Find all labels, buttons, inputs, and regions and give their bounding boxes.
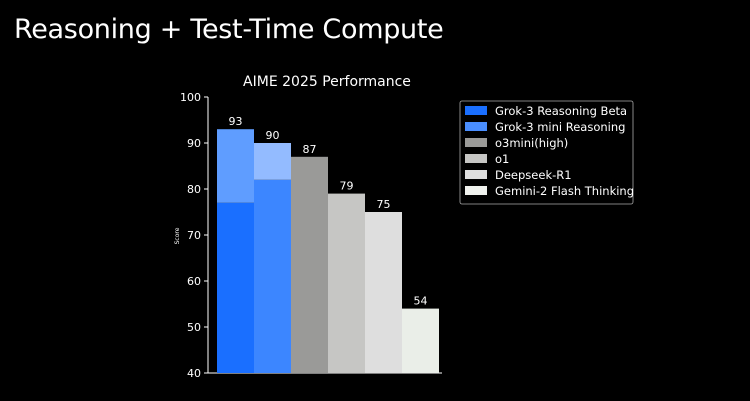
legend-swatch [465, 186, 487, 195]
y-tick-label: 70 [187, 229, 201, 242]
legend-entry-label: o3mini(high) [495, 136, 568, 150]
bar-value-label: 90 [266, 129, 280, 142]
y-tick-label: 90 [187, 137, 201, 150]
bar-segment-top [217, 129, 254, 203]
legend-entry-label: Gemini-2 Flash Thinking [495, 184, 634, 198]
legend-entry-label: Deepseek-R1 [495, 168, 572, 182]
legend-swatch [465, 122, 487, 131]
bar-segment-top [254, 143, 291, 180]
bar-value-label: 54 [414, 295, 428, 308]
bar-segment-base [217, 202, 254, 373]
bar-value-label: 93 [229, 115, 243, 128]
chart-bars [217, 129, 439, 373]
legend-entry-label: Grok-3 Reasoning Beta [495, 104, 627, 118]
y-tick-label: 100 [180, 91, 201, 104]
bar-segment-base [254, 179, 291, 373]
chart-legend: Grok-3 Reasoning Beta Grok-3 mini Reasoni… [459, 100, 634, 205]
legend-entry-label: o1 [495, 152, 509, 166]
legend-swatch [465, 106, 487, 115]
bar-value-label: 75 [377, 198, 391, 211]
legend-frame [459, 100, 634, 205]
bar [328, 193, 365, 373]
slide-title: Reasoning + Test-Time Compute [14, 14, 444, 45]
bar [291, 156, 328, 373]
y-tick-label: 60 [187, 275, 201, 288]
chart-bar-labels: 93 90 87 79 75 54 [229, 115, 428, 307]
legend-swatch [465, 154, 487, 163]
y-axis-label: Score [174, 227, 181, 244]
y-tick-label: 80 [187, 183, 201, 196]
bar [402, 308, 439, 373]
chart-title: AIME 2025 Performance [243, 74, 411, 90]
legend-entry-label: Grok-3 mini Reasoning [495, 120, 625, 134]
legend-swatch [465, 170, 487, 179]
bar [365, 212, 402, 373]
y-tick-label: 50 [187, 321, 201, 334]
bar-value-label: 79 [340, 180, 354, 193]
bar-value-label: 87 [303, 143, 317, 156]
y-tick-label: 40 [187, 367, 201, 380]
legend-swatch [465, 138, 487, 147]
